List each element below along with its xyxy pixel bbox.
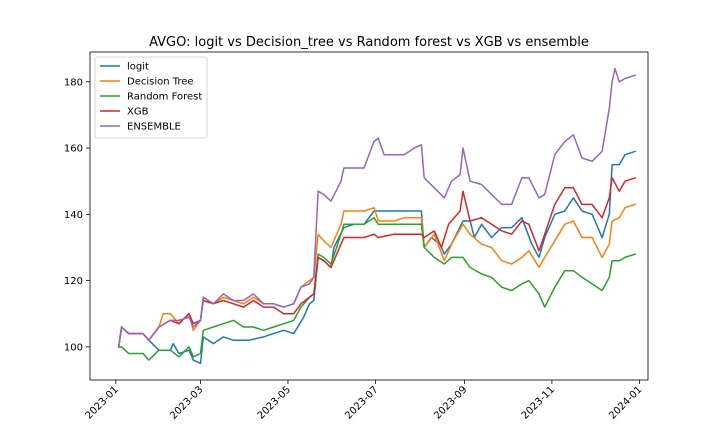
x-tick-label: 2023-05 <box>256 384 293 421</box>
legend: logit Decision Tree Random Forest XGB ENSEMB… <box>94 56 208 139</box>
series-line-ensemble <box>117 67 637 348</box>
legend-label: XGB <box>127 107 149 118</box>
series-line-xgb <box>117 176 637 348</box>
y-tick-label: 140 <box>64 210 83 221</box>
plot-area <box>117 67 637 365</box>
axes-frame <box>89 51 649 381</box>
x-tick-label: 2024-01 <box>607 384 644 421</box>
series-line-decision-tree <box>117 203 637 348</box>
series-line-logit <box>117 150 637 365</box>
legend-label: Random Forest <box>127 92 202 103</box>
legend-label: Decision Tree <box>127 77 194 88</box>
series-line-random-forest <box>117 216 637 361</box>
y-axis: 100 120 140 160 180 <box>64 77 90 353</box>
legend-frame <box>94 56 208 139</box>
y-tick-label: 180 <box>64 77 83 88</box>
x-axis: 2023-01 2023-03 2023-05 2023-07 2023-09 2023-… <box>84 380 645 422</box>
legend-label: logit <box>127 62 149 73</box>
y-tick-label: 100 <box>64 342 83 353</box>
x-tick-label: 2023-11 <box>520 384 557 421</box>
x-tick-label: 2023-09 <box>432 384 469 421</box>
y-tick-label: 160 <box>64 144 83 155</box>
x-tick-label: 2023-07 <box>343 384 380 421</box>
x-tick-label: 2023-01 <box>84 384 121 421</box>
x-tick-label: 2023-03 <box>168 384 205 421</box>
legend-label: ENSEMBLE <box>127 122 181 133</box>
chart-title: AVGO: logit vs Decision_tree vs Random f… <box>149 35 589 50</box>
y-tick-label: 120 <box>64 276 83 287</box>
